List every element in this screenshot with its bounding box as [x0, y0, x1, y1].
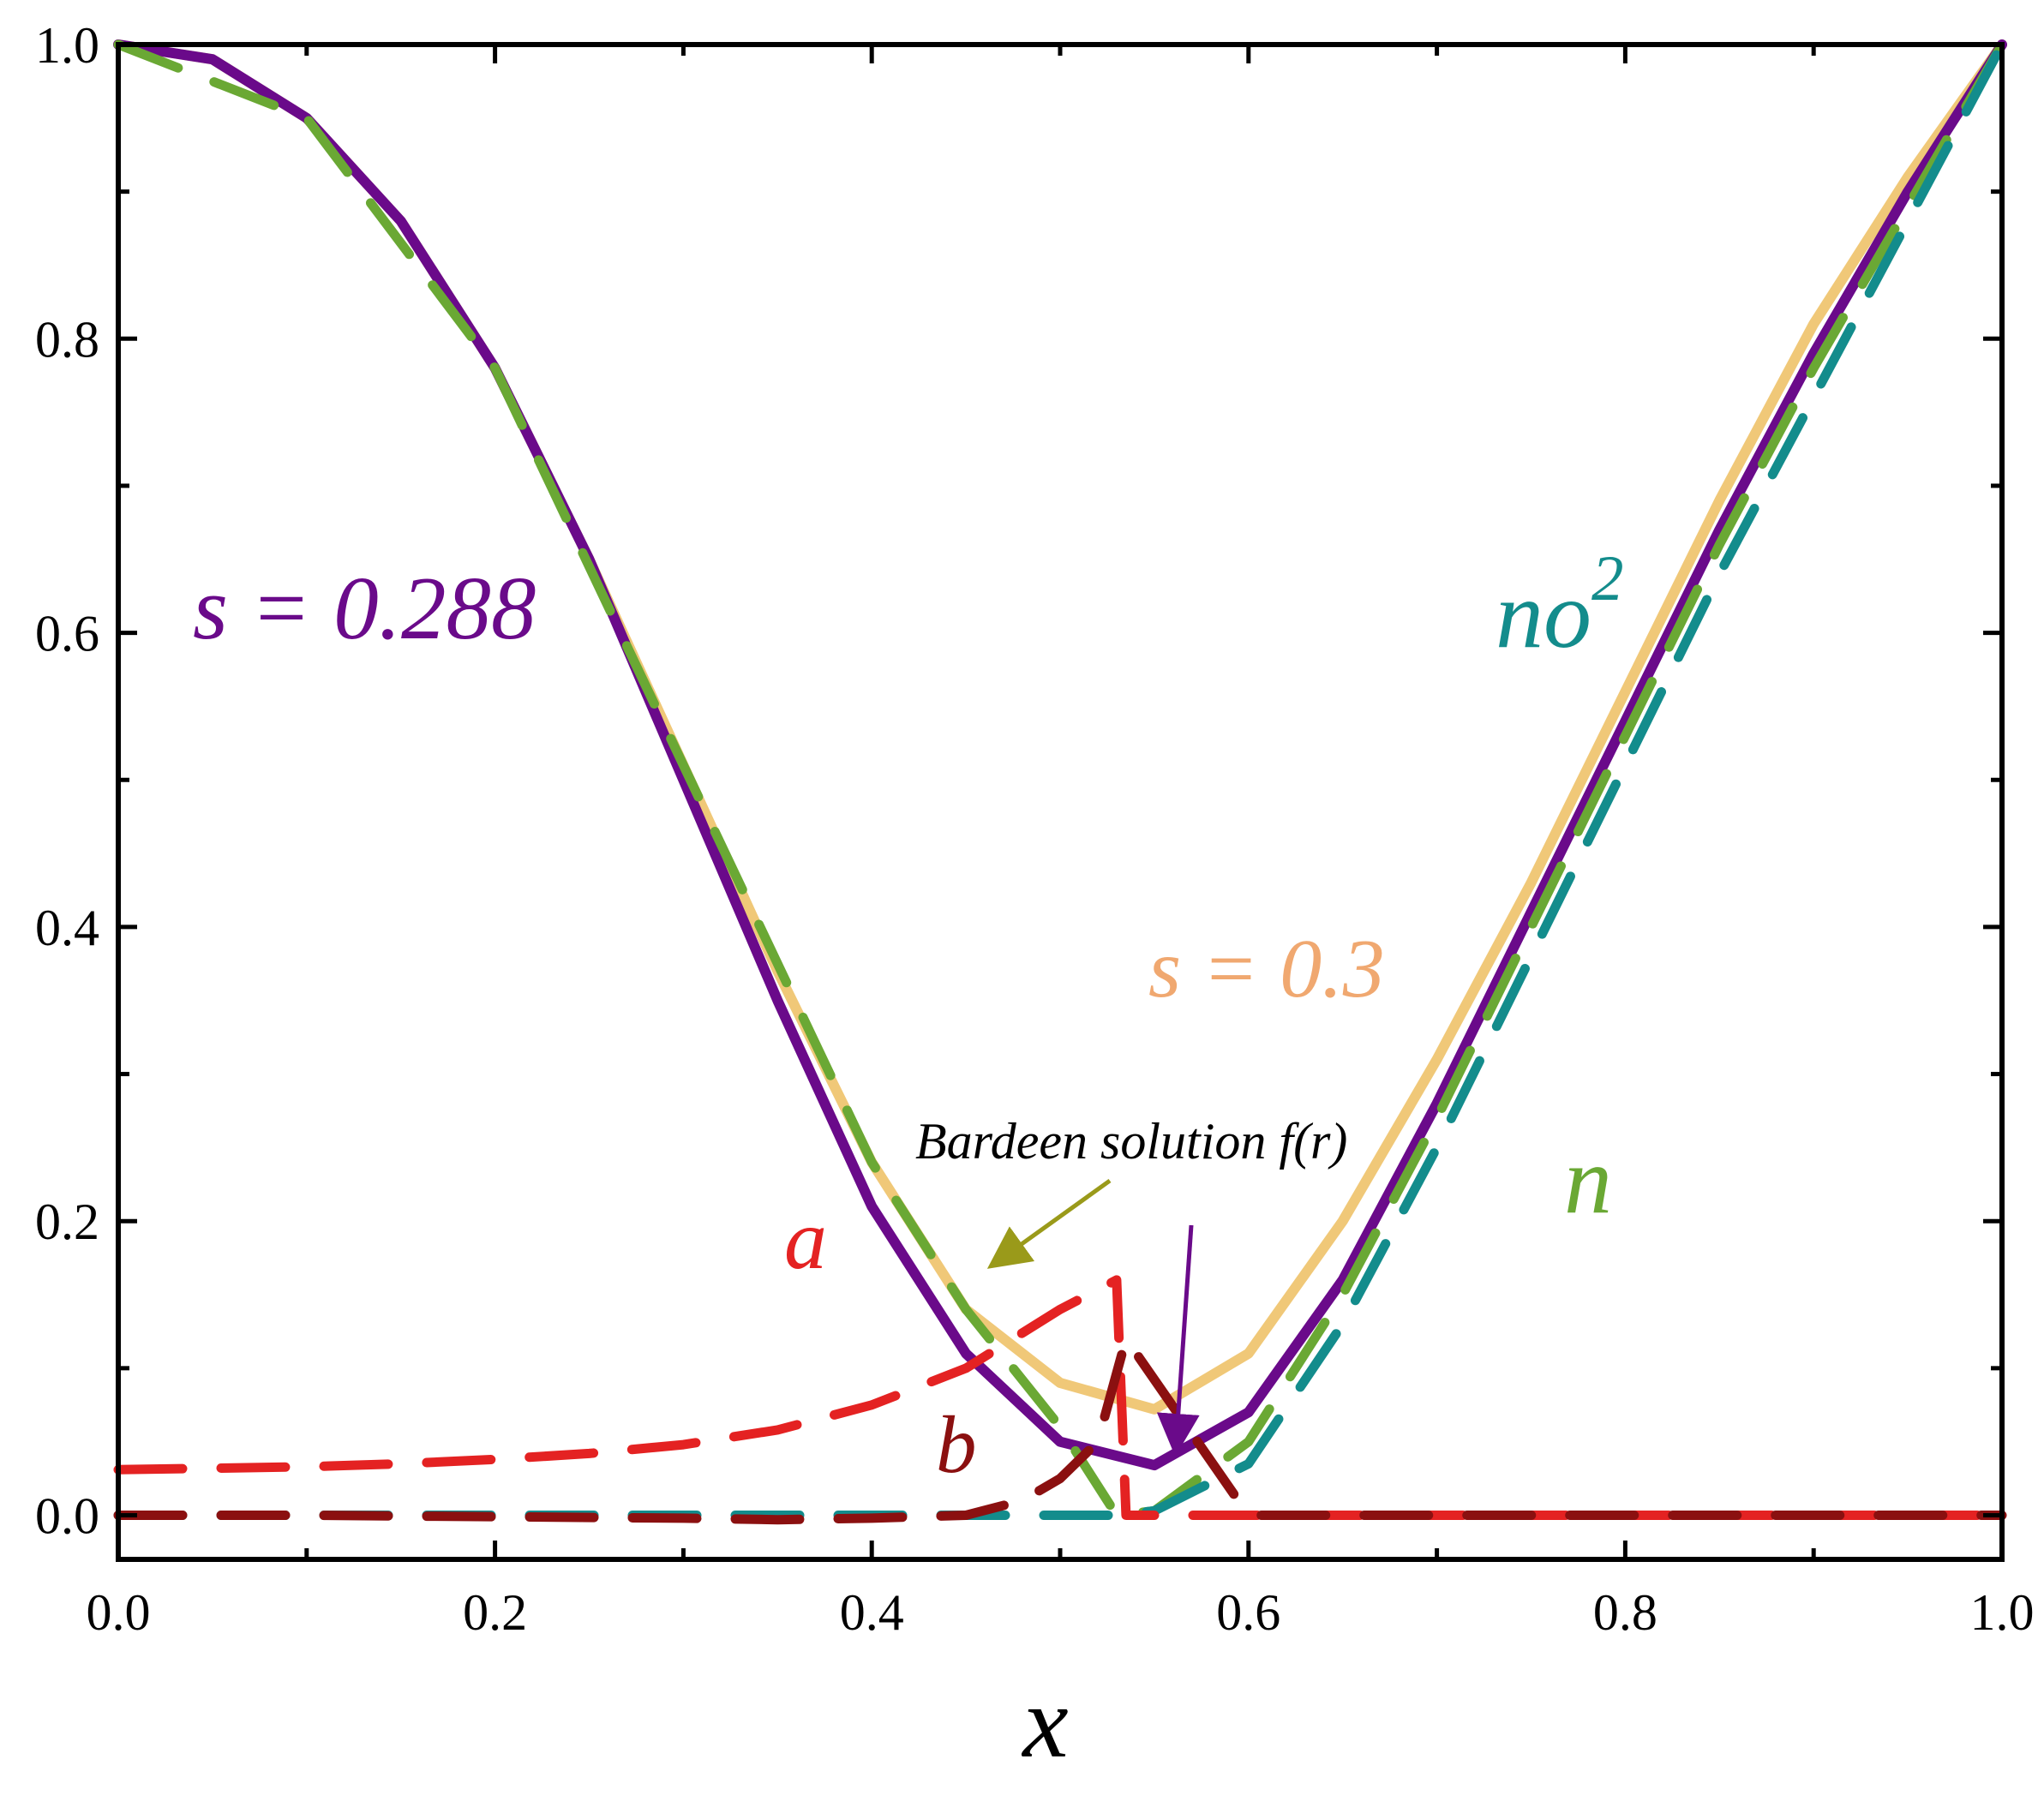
series-line-3 [113, 39, 2007, 1520]
series-line-2 [113, 39, 2007, 1520]
series-line-4 [113, 1275, 2007, 1520]
y-tick-label: 0.6 [35, 606, 99, 662]
ticks-layer [116, 42, 2005, 1559]
label-b: b [936, 1399, 977, 1490]
label-s-03: s = 0.3 [1148, 923, 1385, 1015]
s0288-arrow [1156, 1224, 1200, 1457]
label-no2-exp: 2 [1591, 543, 1624, 614]
plot-frame [116, 42, 2005, 1562]
label-no2: no2 [1496, 543, 1624, 668]
x-tick-label: 0.0 [87, 1584, 151, 1641]
label-no2-base: no [1496, 562, 1591, 668]
bardeen-arrow [986, 1178, 1112, 1269]
x-tick-label: 0.8 [1593, 1584, 1657, 1641]
label-s-0288: s = 0.288 [193, 558, 536, 658]
y-tick-label: 0.0 [35, 1488, 99, 1545]
y-tick-label: 0.8 [35, 311, 99, 368]
x-tick-label: 0.2 [463, 1584, 527, 1641]
x-axis-title: x [1021, 1665, 1068, 1779]
series-line-1 [113, 39, 2007, 1471]
y-tick-label: 0.2 [35, 1194, 99, 1250]
series-layer [113, 39, 2007, 1525]
tick-labels: 0.0 0.2 0.4 0.6 0.8 1.0 0.0 0.2 0.4 0.6 0.8 1.0 [35, 17, 2035, 1641]
x-tick-label: 0.4 [840, 1584, 904, 1641]
x-tick-label: 0.6 [1216, 1584, 1280, 1641]
series-line-5 [113, 1334, 2007, 1525]
label-a: a [784, 1192, 827, 1287]
x-tick-label: 1.0 [1970, 1584, 2035, 1641]
label-bardeen: Bardeen solution f(r) [915, 1113, 1347, 1170]
y-tick-label: 1.0 [35, 17, 99, 74]
label-n: n [1564, 1128, 1612, 1234]
y-tick-label: 0.4 [35, 900, 99, 956]
